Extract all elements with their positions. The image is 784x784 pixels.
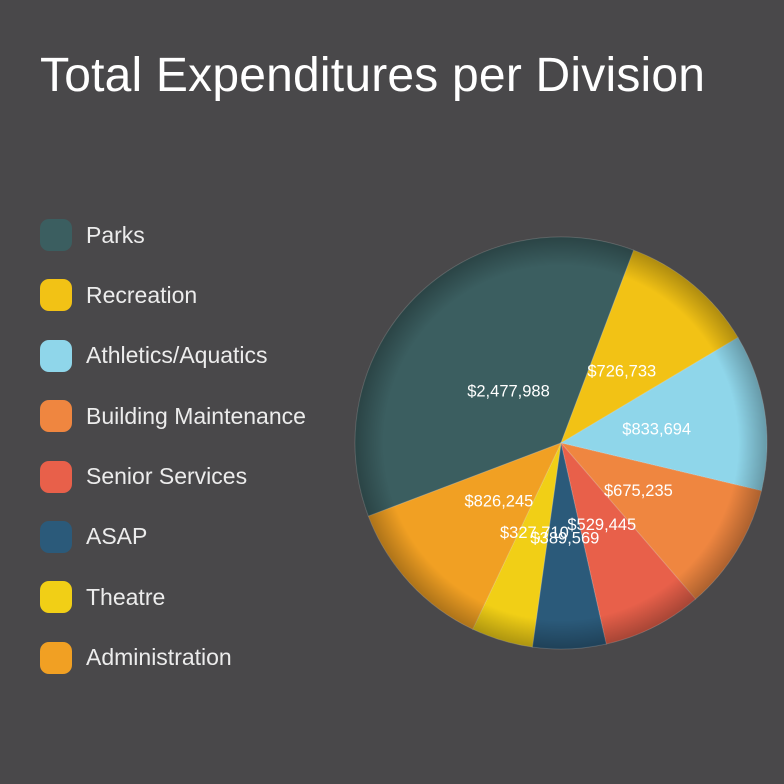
legend-label: Parks xyxy=(86,221,145,248)
legend-item-recreation: Recreation xyxy=(40,278,306,312)
data-label-administration: $826,245 xyxy=(464,492,533,510)
legend-label: ASAP xyxy=(86,523,148,550)
legend-swatch xyxy=(40,339,72,372)
data-label-athletics-aquatics: $833,694 xyxy=(622,420,691,438)
legend-label: Senior Services xyxy=(86,463,248,490)
legend-item-administration: Administration xyxy=(40,641,306,675)
legend-swatch xyxy=(40,581,72,614)
legend: Parks Recreation Athletics/Aquatics Buildin… xyxy=(40,218,306,701)
legend-swatch xyxy=(40,400,72,433)
data-label-parks: $2,477,988 xyxy=(467,383,550,401)
legend-item-building-maintenance: Building Maintenance xyxy=(40,399,306,433)
data-label-building-maintenance: $675,235 xyxy=(604,482,673,500)
legend-item-athletics-aquatics: Athletics/Aquatics xyxy=(40,339,306,373)
data-label-recreation: $726,733 xyxy=(587,362,656,380)
legend-label: Building Maintenance xyxy=(86,402,306,429)
legend-label: Athletics/Aquatics xyxy=(86,342,268,369)
legend-swatch xyxy=(40,641,72,674)
data-label-senior-services: $529,445 xyxy=(567,516,636,534)
legend-item-senior-services: Senior Services xyxy=(40,460,306,494)
legend-label: Theatre xyxy=(86,583,166,610)
data-label-asap: $389,569 xyxy=(530,530,599,548)
legend-label: Administration xyxy=(86,644,232,671)
legend-item-parks: Parks xyxy=(40,218,306,252)
data-label-theatre: $327,710 xyxy=(500,524,569,542)
legend-label: Recreation xyxy=(86,281,198,308)
legend-swatch xyxy=(40,279,72,312)
legend-swatch xyxy=(40,520,72,553)
legend-item-asap: ASAP xyxy=(40,520,306,554)
legend-swatch xyxy=(40,219,72,251)
chart-title: Total Expenditures per Division xyxy=(40,49,706,102)
legend-item-theatre: Theatre xyxy=(40,580,306,614)
legend-swatch xyxy=(40,460,72,493)
